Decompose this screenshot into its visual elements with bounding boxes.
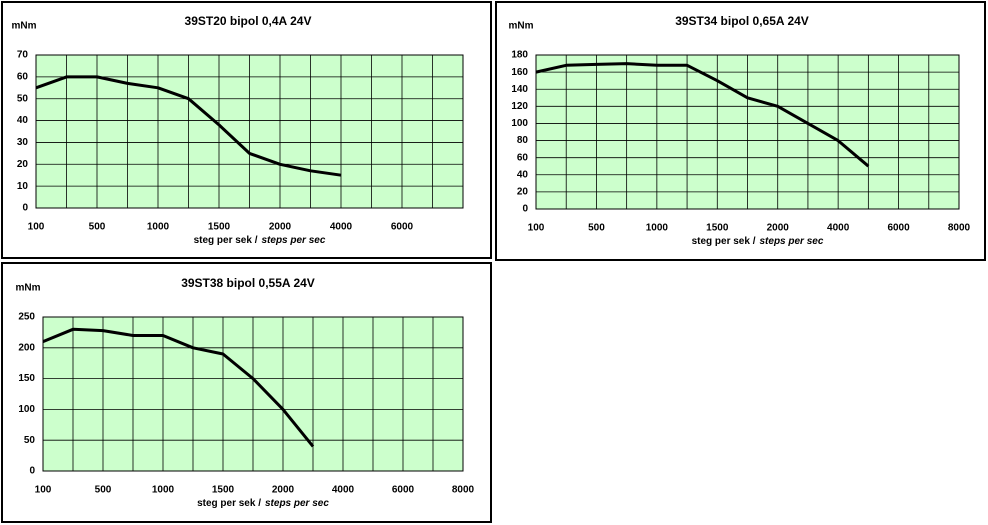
y-tick-label: 200 [18, 342, 35, 353]
x-tick-label: 500 [95, 485, 112, 496]
data-line [535, 62, 870, 168]
x-axis-label-part: steps per sec [265, 498, 329, 509]
x-tick-label: 6000 [392, 485, 415, 496]
x-axis-label-part: steg per sek / [194, 235, 258, 246]
x-axis-label: steg per sek / steps per sec [194, 235, 326, 246]
x-axis-label-part: steg per sek / [197, 498, 261, 509]
x-tick-label: 1000 [646, 223, 669, 234]
panel-border [495, 1, 986, 261]
y-tick-label: 50 [17, 93, 29, 104]
data-line [35, 75, 342, 177]
y-tick-label: 50 [24, 435, 36, 446]
y-tick-label: 150 [18, 373, 35, 384]
y-tick-label: 0 [522, 204, 528, 215]
y-tick-label: 0 [22, 203, 28, 214]
y-tick-label: 40 [517, 169, 529, 180]
y-tick-label: 60 [517, 152, 529, 163]
chart-title: 39ST34 bipol 0,65A 24V [675, 14, 809, 28]
y-tick-label: 100 [18, 404, 35, 415]
panel-border [1, 262, 492, 523]
x-tick-label: 6000 [391, 222, 414, 233]
y-tick-label: 140 [511, 84, 528, 95]
x-tick-label: 2000 [269, 222, 292, 233]
y-tick-label: 0 [29, 466, 35, 477]
x-tick-label: 4000 [332, 485, 355, 496]
x-axis-label-part: steps per sec [759, 236, 823, 247]
panel-border [1, 1, 492, 259]
y-tick-label: 100 [511, 118, 528, 129]
y-tick-label: 120 [511, 101, 528, 112]
x-tick-label: 8000 [948, 223, 971, 234]
y-tick-label: 10 [17, 181, 29, 192]
y-tick-label: 20 [17, 159, 29, 170]
y-tick-label: 60 [17, 71, 29, 82]
x-tick-label: 500 [89, 222, 106, 233]
x-tick-label: 100 [28, 222, 45, 233]
x-tick-label: 1500 [706, 223, 729, 234]
y-tick-label: 40 [17, 115, 29, 126]
y-tick-label: 250 [18, 312, 35, 323]
x-tick-label: 8000 [452, 485, 475, 496]
x-tick-label: 6000 [887, 223, 910, 234]
x-axis-label-part: steg per sek / [692, 236, 756, 247]
x-tick-label: 100 [35, 485, 52, 496]
x-tick-label: 4000 [330, 222, 353, 233]
chart-title: 39ST20 bipol 0,4A 24V [185, 14, 312, 28]
y-tick-label: 180 [511, 50, 528, 61]
y-tick-label: 30 [17, 137, 29, 148]
chart-title: 39ST38 bipol 0,55A 24V [181, 276, 315, 290]
x-tick-label: 2000 [767, 223, 790, 234]
y-tick-label: 80 [517, 135, 529, 146]
x-tick-label: 1000 [147, 222, 170, 233]
data-line [42, 327, 315, 448]
x-tick-label: 1500 [208, 222, 231, 233]
x-tick-label: 1000 [152, 485, 175, 496]
y-tick-label: 160 [511, 67, 528, 78]
y-axis-label: mNm [15, 283, 40, 294]
y-tick-label: 20 [517, 187, 529, 198]
y-tick-label: 70 [17, 50, 29, 61]
y-axis-label: mNm [11, 21, 36, 32]
x-axis-label: steg per sek / steps per sec [692, 236, 824, 247]
x-axis-label: steg per sek / steps per sec [197, 498, 329, 509]
x-tick-label: 100 [528, 223, 545, 234]
x-tick-label: 2000 [272, 485, 295, 496]
x-tick-label: 1500 [212, 485, 235, 496]
x-tick-label: 500 [588, 223, 605, 234]
x-tick-label: 4000 [827, 223, 850, 234]
x-axis-label-part: steps per sec [261, 235, 325, 246]
y-axis-label: mNm [508, 21, 533, 32]
